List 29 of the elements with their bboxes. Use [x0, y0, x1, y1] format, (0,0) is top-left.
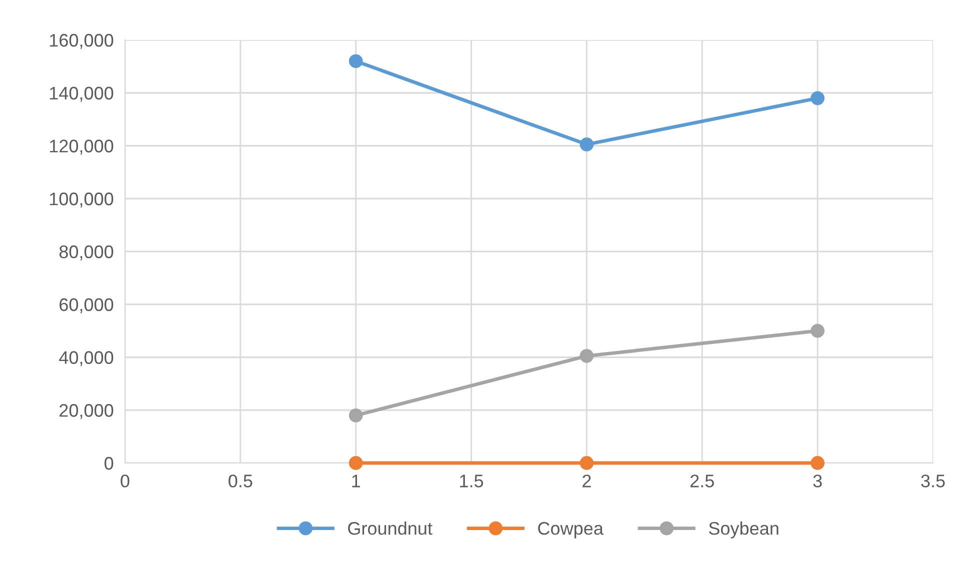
point — [580, 348, 594, 363]
y-tick-label: 60,000 — [60, 298, 114, 314]
x-tick-label: 2 — [582, 474, 591, 488]
point — [810, 91, 825, 106]
y-tick-label: 0 — [104, 456, 114, 470]
legend-label: Cowpea — [538, 522, 604, 538]
legend-label: Groundnut — [348, 522, 432, 535]
x-tick-label: 1.5 — [460, 474, 484, 488]
x-tick-label: 0 — [120, 474, 130, 488]
x-tick-label: 2.5 — [690, 474, 714, 488]
point — [348, 408, 363, 422]
legend-label: Soybean — [708, 522, 778, 538]
y-tick-label: 100,000 — [50, 192, 114, 208]
x-tick-label: 1 — [352, 474, 360, 488]
x-tick-label: 3.5 — [921, 474, 945, 488]
y-tick-label: 120,000 — [50, 140, 114, 155]
y-tick-label: 140,000 — [50, 86, 114, 102]
point — [810, 324, 825, 338]
x-tick-label: 3 — [813, 474, 822, 488]
point — [348, 456, 363, 470]
point — [348, 54, 363, 68]
point — [580, 456, 594, 470]
y-tick-label: 40,000 — [59, 351, 114, 366]
y-tick-label: 80,000 — [59, 245, 114, 260]
point — [580, 137, 594, 152]
y-tick-label: 160,000 — [50, 34, 114, 49]
point — [810, 456, 825, 470]
x-tick-label: 0.5 — [228, 474, 252, 488]
y-tick-label: 20,000 — [60, 404, 114, 419]
